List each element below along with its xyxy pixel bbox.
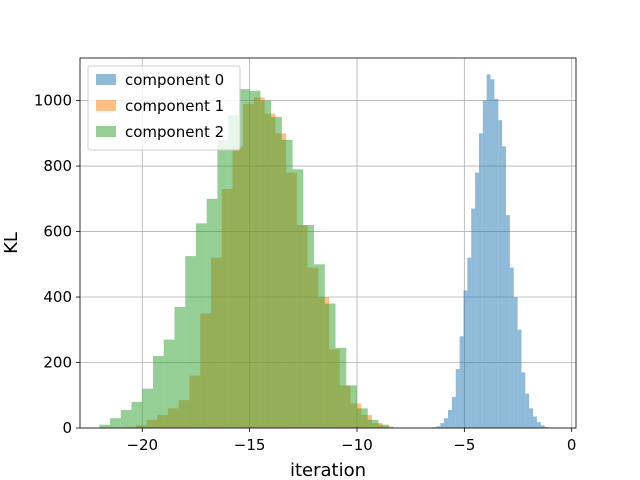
histogram-bar bbox=[120, 409, 132, 428]
histogram-bar bbox=[494, 98, 499, 429]
histogram-bar bbox=[540, 425, 545, 428]
histogram-bars bbox=[99, 74, 553, 429]
histogram-bar bbox=[436, 426, 441, 428]
y-axis-label: KL bbox=[1, 232, 22, 254]
histogram-bar bbox=[110, 418, 121, 428]
histogram-bar bbox=[292, 169, 304, 428]
histogram-bar bbox=[506, 215, 510, 428]
y-tick-label: 600 bbox=[43, 223, 72, 241]
histogram-bar bbox=[99, 424, 111, 428]
histogram-bar bbox=[525, 393, 530, 428]
y-tick-label: 1000 bbox=[34, 92, 72, 110]
histogram-bar bbox=[260, 100, 272, 428]
histogram-bar bbox=[529, 408, 534, 428]
histogram-bar bbox=[346, 385, 357, 428]
legend: component 0 component 1 component 2 bbox=[87, 65, 241, 151]
series-component-0 bbox=[432, 74, 553, 429]
histogram-bar bbox=[217, 139, 229, 429]
histogram-bar bbox=[185, 256, 196, 428]
histogram-bar bbox=[448, 409, 452, 428]
y-axis-ticks: 0 200 400 600 800 1000 bbox=[34, 92, 80, 437]
histogram-bar bbox=[490, 79, 495, 428]
histogram-bar bbox=[463, 290, 468, 428]
x-tick-label: −15 bbox=[234, 436, 266, 454]
x-axis-ticks: −20 −15 −10 −5 0 bbox=[126, 428, 576, 454]
legend-swatch-component-1 bbox=[96, 100, 116, 111]
plot-frame bbox=[79, 57, 577, 429]
histogram-bar bbox=[249, 90, 261, 429]
histogram-bar bbox=[467, 257, 472, 428]
histogram-bar bbox=[335, 347, 347, 428]
legend-swatch-component-0 bbox=[96, 74, 116, 85]
x-axis-label: iteration bbox=[290, 460, 366, 480]
series-component-2 bbox=[99, 89, 390, 429]
histogram-bar bbox=[281, 139, 293, 429]
histogram-bar bbox=[444, 418, 449, 428]
histogram-bar bbox=[517, 329, 522, 428]
histogram-bar bbox=[271, 116, 282, 428]
legend-swatch-component-2 bbox=[96, 126, 116, 137]
histogram-bar bbox=[228, 115, 239, 428]
histogram-bar bbox=[303, 224, 315, 428]
histogram-bar bbox=[475, 172, 479, 428]
histogram-bar bbox=[131, 401, 143, 428]
legend-label-component-0: component 0 bbox=[125, 71, 224, 89]
histogram-bar bbox=[356, 408, 368, 428]
histogram-bar bbox=[451, 396, 456, 428]
histogram-bar bbox=[521, 372, 526, 428]
histogram-bar bbox=[544, 427, 549, 428]
histogram-bar bbox=[142, 388, 154, 428]
histogram-bar bbox=[482, 100, 487, 428]
histogram-bar bbox=[498, 120, 503, 428]
histogram-bar bbox=[153, 355, 164, 428]
histogram-bar bbox=[478, 133, 483, 428]
histogram-bar bbox=[459, 336, 464, 428]
x-tick-label: −20 bbox=[126, 436, 158, 454]
histogram-bar bbox=[486, 74, 491, 429]
x-tick-label: 0 bbox=[567, 436, 577, 454]
histogram-bar bbox=[206, 198, 218, 428]
histogram-bar bbox=[367, 419, 379, 428]
histogram-bar bbox=[536, 422, 541, 428]
histogram-bar bbox=[314, 264, 325, 428]
histogram-bar bbox=[238, 89, 250, 428]
histogram-bar bbox=[378, 424, 390, 428]
histogram-bar bbox=[533, 416, 537, 428]
legend-label-component-2: component 2 bbox=[125, 123, 224, 141]
y-tick-label: 0 bbox=[62, 419, 72, 437]
histogram-bar bbox=[471, 208, 476, 428]
y-tick-label: 400 bbox=[43, 288, 72, 306]
legend-box bbox=[87, 65, 241, 151]
x-tick-label: −10 bbox=[341, 436, 373, 454]
histogram-bar bbox=[455, 369, 460, 428]
histogram-bar bbox=[174, 306, 186, 428]
histogram-bar bbox=[195, 223, 207, 428]
histogram-bar bbox=[513, 297, 518, 428]
x-tick-label: −5 bbox=[453, 436, 475, 454]
histogram-bar bbox=[502, 146, 507, 428]
y-tick-label: 800 bbox=[43, 157, 72, 175]
histogram-bar bbox=[440, 423, 445, 428]
histogram-bar bbox=[509, 267, 514, 428]
histogram-bar bbox=[324, 303, 336, 428]
histogram-bar bbox=[163, 339, 175, 428]
y-tick-label: 200 bbox=[43, 354, 72, 372]
legend-label-component-1: component 1 bbox=[125, 97, 224, 115]
